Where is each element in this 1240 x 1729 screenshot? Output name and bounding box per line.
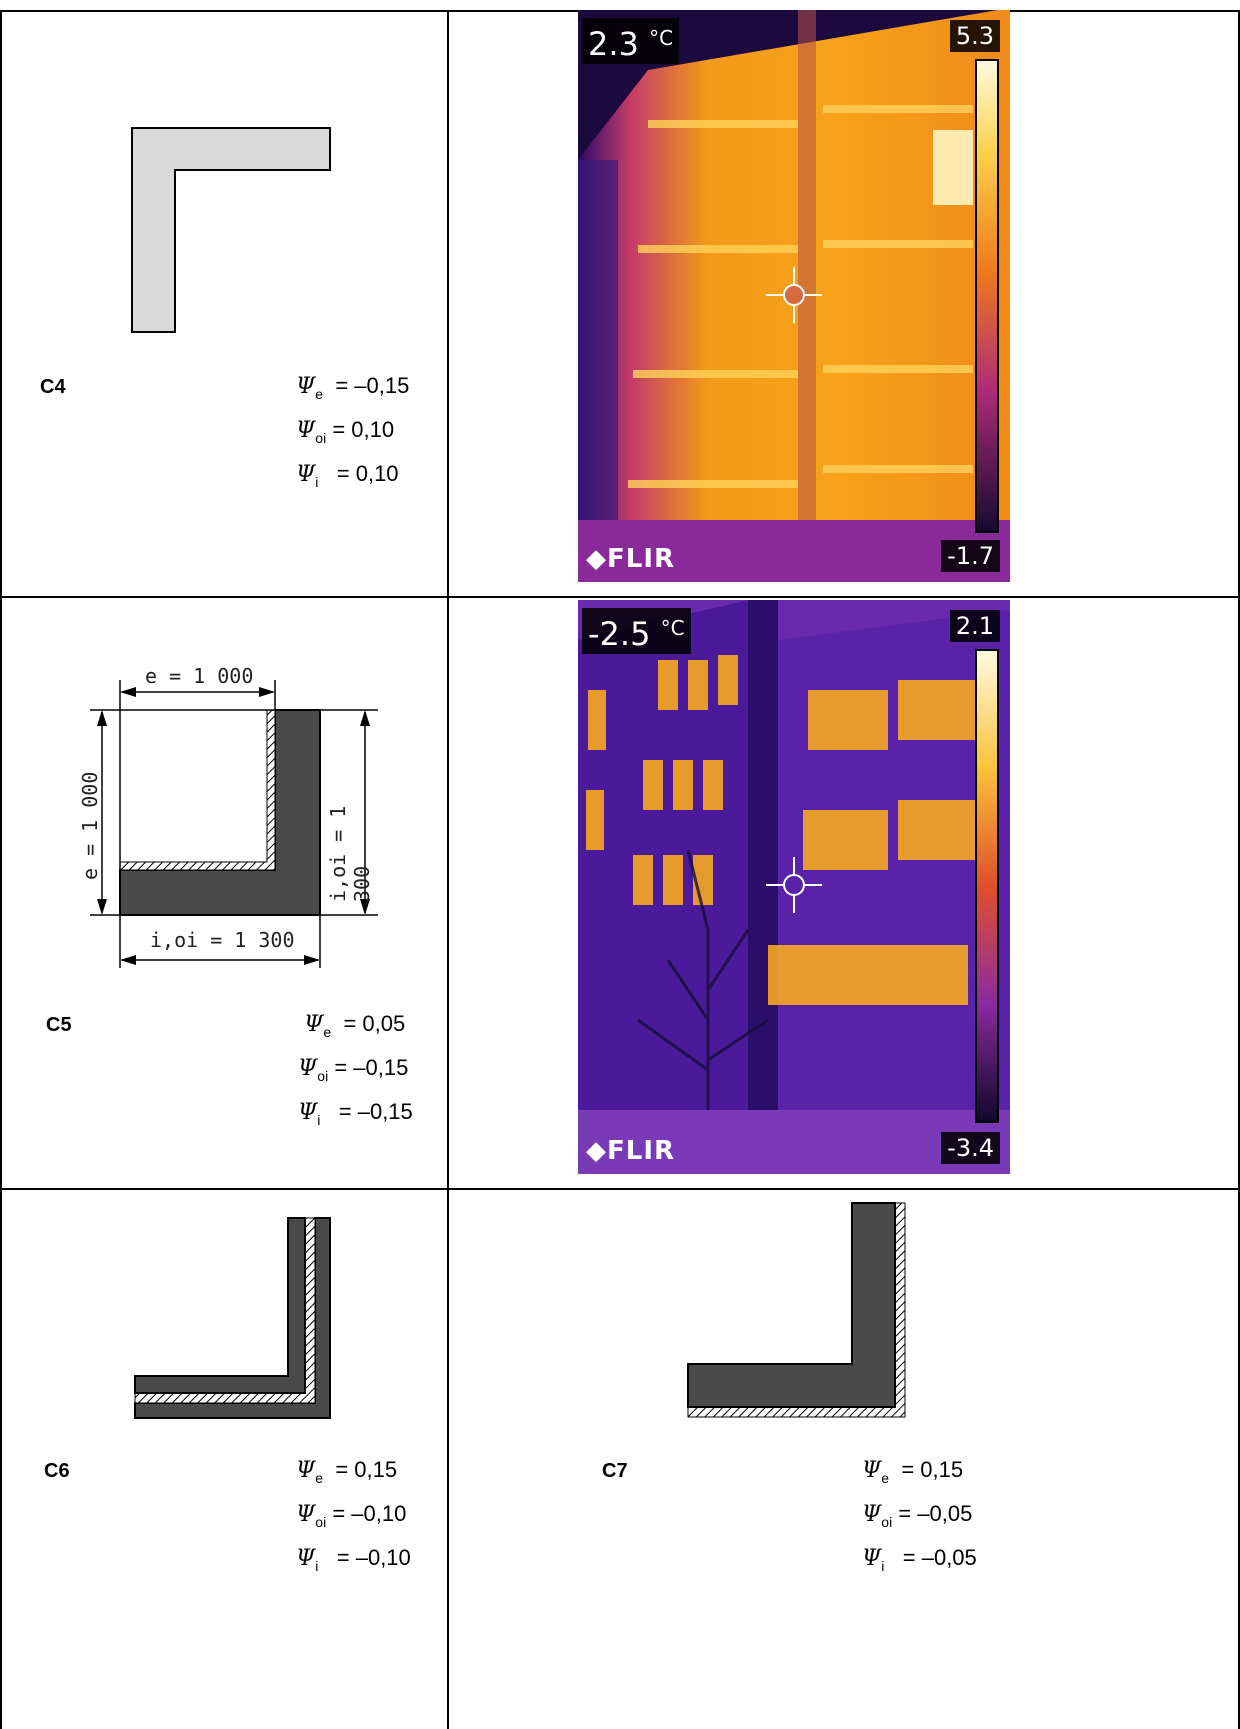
- spot-temp-value: -2.5: [588, 615, 651, 653]
- scale-max: 5.3: [949, 20, 1000, 52]
- scale-min: -3.4: [941, 1132, 1000, 1164]
- psi-subscript: e: [881, 1470, 890, 1486]
- spot-temp-value: 2.3: [588, 25, 639, 63]
- psi-value: = 0,10: [332, 417, 395, 442]
- c4-psi-values: Ψe = –0,15 Ψoi = 0,10 Ψi = 0,10: [296, 368, 409, 500]
- flir-brand-text: FLIR: [607, 1136, 676, 1166]
- table-border-right: [1238, 10, 1240, 1729]
- c7-label: C7: [602, 1460, 628, 1482]
- psi-subscript: e: [323, 1024, 332, 1040]
- scale-min: -1.7: [941, 540, 1000, 572]
- psi-symbol: Ψ: [862, 1502, 882, 1527]
- psi-symbol: Ψ: [862, 1546, 882, 1571]
- psi-value: = –0,15: [334, 1055, 409, 1080]
- psi-subscript: i: [315, 474, 319, 490]
- psi-value: = 0,15: [901, 1457, 964, 1482]
- c6-psi-values: Ψe = 0,15 Ψoi = –0,10 Ψi = –0,10: [296, 1452, 411, 1584]
- row-divider-1: [0, 596, 1240, 598]
- row-divider-2: [0, 1188, 1240, 1190]
- dim-left: e = 1 000: [78, 771, 102, 880]
- flir-diamond-icon: ◆: [586, 544, 607, 574]
- psi-value: = 0,15: [335, 1457, 398, 1482]
- psi-i-row: Ψi = –0,05: [862, 1540, 977, 1584]
- psi-value: = –0,15: [335, 373, 410, 398]
- c4-label: C4: [40, 376, 66, 398]
- psi-subscript: e: [315, 386, 324, 402]
- psi-value: = –0,15: [338, 1099, 413, 1124]
- psi-value: = 0,05: [343, 1011, 406, 1036]
- psi-symbol: Ψ: [296, 462, 316, 487]
- psi-oi-row: Ψoi = –0,10: [296, 1496, 411, 1540]
- psi-subscript: oi: [317, 1068, 329, 1084]
- psi-subscript: i: [317, 1112, 321, 1128]
- psi-subscript: oi: [315, 430, 327, 446]
- c6-label: C6: [44, 1460, 70, 1482]
- flir-diamond-icon: ◆: [586, 1136, 607, 1166]
- psi-value: = –0,10: [332, 1501, 407, 1526]
- dim-top: e = 1 000: [145, 664, 254, 688]
- psi-e-row: Ψe = 0,15: [862, 1452, 977, 1496]
- psi-subscript: oi: [881, 1514, 893, 1530]
- thermal-scene: [578, 600, 1010, 1174]
- psi-symbol: Ψ: [862, 1458, 882, 1483]
- scale-max: 2.1: [949, 610, 1000, 642]
- table-border-left: [0, 10, 2, 1729]
- temp-unit: °C: [660, 616, 685, 640]
- column-divider: [447, 10, 449, 1729]
- spot-temperature: -2.5 °C: [582, 608, 691, 654]
- psi-subscript: e: [315, 1470, 324, 1486]
- c5-label: C5: [46, 1014, 72, 1036]
- dim-right: i,oi = 1 300: [326, 805, 374, 902]
- psi-oi-row: Ψoi = 0,10: [296, 412, 409, 456]
- psi-e-row: Ψe = –0,15: [296, 368, 409, 412]
- thermal-image-c5: -2.5 °C 2.1 -3.4 ◆FLIR: [578, 600, 1010, 1174]
- thermal-scene: [578, 10, 1010, 582]
- temp-unit: °C: [649, 26, 674, 50]
- psi-subscript: i: [881, 1558, 885, 1574]
- psi-symbol: Ψ: [296, 1546, 316, 1571]
- flir-logo: ◆FLIR: [586, 544, 675, 574]
- c7-corner-diagram: [687, 1202, 906, 1418]
- psi-i-row: Ψi = –0,15: [298, 1094, 413, 1138]
- psi-oi-row: Ψoi = –0,05: [862, 1496, 977, 1540]
- psi-i-row: Ψi = 0,10: [296, 456, 409, 500]
- psi-i-row: Ψi = –0,10: [296, 1540, 411, 1584]
- psi-e-row: Ψe = 0,05: [298, 1006, 413, 1050]
- psi-e-row: Ψe = 0,15: [296, 1452, 411, 1496]
- psi-symbol: Ψ: [298, 1100, 318, 1125]
- flir-brand-text: FLIR: [607, 544, 676, 574]
- psi-symbol: Ψ: [298, 1056, 318, 1081]
- psi-subscript: i: [315, 1558, 319, 1574]
- psi-value: = 0,10: [336, 461, 399, 486]
- psi-symbol: Ψ: [304, 1012, 324, 1037]
- dim-bottom: i,oi = 1 300: [150, 928, 295, 952]
- psi-symbol: Ψ: [296, 1458, 316, 1483]
- psi-oi-row: Ψoi = –0,15: [298, 1050, 413, 1094]
- c7-psi-values: Ψe = 0,15 Ψoi = –0,05 Ψi = –0,05: [862, 1452, 977, 1584]
- psi-symbol: Ψ: [296, 374, 316, 399]
- psi-symbol: Ψ: [296, 418, 316, 443]
- psi-value: = –0,05: [898, 1501, 973, 1526]
- flir-logo: ◆FLIR: [586, 1136, 675, 1166]
- psi-symbol: Ψ: [296, 1502, 316, 1527]
- psi-subscript: oi: [315, 1514, 327, 1530]
- c4-corner-diagram: [131, 127, 331, 333]
- psi-value: = –0,05: [902, 1545, 977, 1570]
- c5-psi-values: Ψe = 0,05 Ψoi = –0,15 Ψi = –0,15: [298, 1006, 413, 1138]
- psi-value: = –0,10: [336, 1545, 411, 1570]
- spot-temperature: 2.3 °C: [582, 18, 680, 64]
- thermal-image-c4: 2.3 °C 5.3 -1.7 ◆FLIR: [578, 10, 1010, 582]
- c6-corner-diagram: [134, 1217, 331, 1419]
- c5-corner-diagram: [90, 680, 378, 968]
